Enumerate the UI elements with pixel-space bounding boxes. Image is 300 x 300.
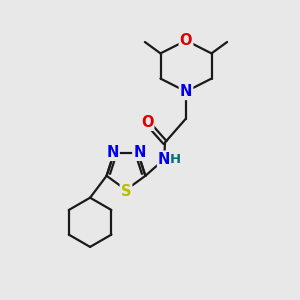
Text: N: N — [106, 145, 119, 160]
Text: N: N — [133, 145, 146, 160]
Text: N: N — [180, 84, 192, 99]
Text: O: O — [141, 115, 153, 130]
Text: O: O — [180, 33, 192, 48]
Text: N: N — [158, 152, 170, 167]
Text: S: S — [121, 184, 131, 199]
Text: H: H — [170, 153, 181, 166]
